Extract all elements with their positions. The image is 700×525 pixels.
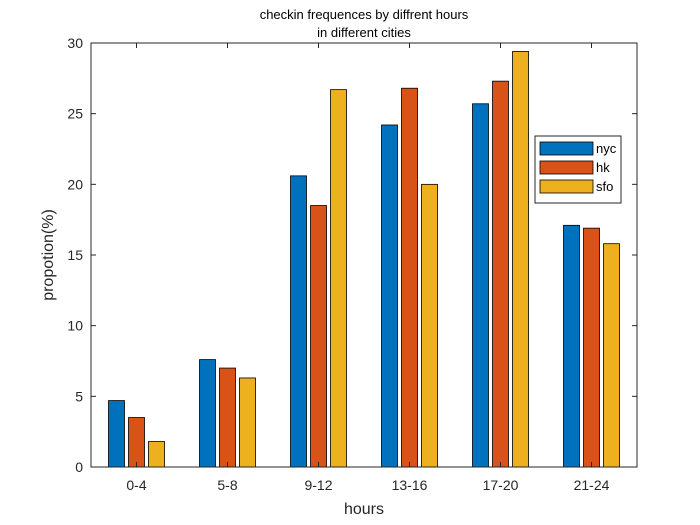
- bar-hk-9-12: [310, 205, 327, 468]
- bar-sfo-0-4: [148, 441, 165, 468]
- legend-label-nyc: nyc: [596, 141, 617, 156]
- x-tick-label: 21-24: [574, 477, 610, 493]
- bar-hk-0-4: [128, 417, 145, 468]
- y-tick-label: 25: [67, 106, 83, 122]
- legend-label-hk: hk: [596, 160, 610, 175]
- chart-title-line-1: checkin frequences by diffrent hours: [260, 7, 469, 22]
- y-tick-label: 20: [67, 176, 83, 192]
- y-tick-label: 10: [67, 318, 83, 334]
- bar-hk-21-24: [583, 227, 600, 468]
- bar-sfo-13-16: [421, 183, 438, 468]
- x-tick-label: 5-8: [217, 477, 237, 493]
- bar-nyc-13-16: [381, 124, 398, 468]
- bar-sfo-17-20: [512, 51, 529, 468]
- bar-nyc-17-20: [472, 103, 489, 468]
- legend-swatch-sfo: [539, 179, 594, 194]
- bar-nyc-5-8: [199, 359, 216, 468]
- x-axis-ticks: 0-4 5-8 9-12 13-16 17-20 21-24: [126, 43, 610, 493]
- bar-hk-13-16: [401, 87, 418, 468]
- bar-nyc-9-12: [290, 175, 307, 468]
- chart-title-line-2: in different cities: [317, 25, 411, 40]
- bar-nyc-21-24: [563, 224, 580, 468]
- legend-swatch-hk: [539, 160, 594, 175]
- bar-sfo-9-12: [330, 89, 347, 468]
- x-axis-label: hours: [344, 501, 384, 518]
- chart-title: checkin frequences by diffrent hours in …: [260, 7, 469, 40]
- bar-hk-17-20: [492, 80, 509, 468]
- y-tick-label: 5: [75, 388, 83, 404]
- x-tick-label: 0-4: [126, 477, 146, 493]
- y-tick-label: 15: [67, 247, 83, 263]
- y-tick-label: 30: [67, 35, 83, 51]
- y-tick-label: 0: [75, 459, 83, 475]
- plot-area: [91, 43, 637, 467]
- legend-label-sfo: sfo: [596, 179, 613, 194]
- y-axis-label: propotion(%): [40, 209, 57, 301]
- bar-nyc-0-4: [108, 400, 125, 468]
- x-tick-label: 17-20: [483, 477, 519, 493]
- bar-sfo-5-8: [239, 377, 256, 468]
- bar-hk-5-8: [219, 367, 236, 468]
- x-tick-label: 9-12: [304, 477, 332, 493]
- legend-swatch-nyc: [539, 141, 594, 156]
- y-axis-ticks: 0 5 10 15 20 25 30: [67, 35, 637, 475]
- legend: nyc hk sfo: [534, 135, 622, 204]
- x-tick-label: 13-16: [392, 477, 428, 493]
- bar-sfo-21-24: [603, 243, 620, 468]
